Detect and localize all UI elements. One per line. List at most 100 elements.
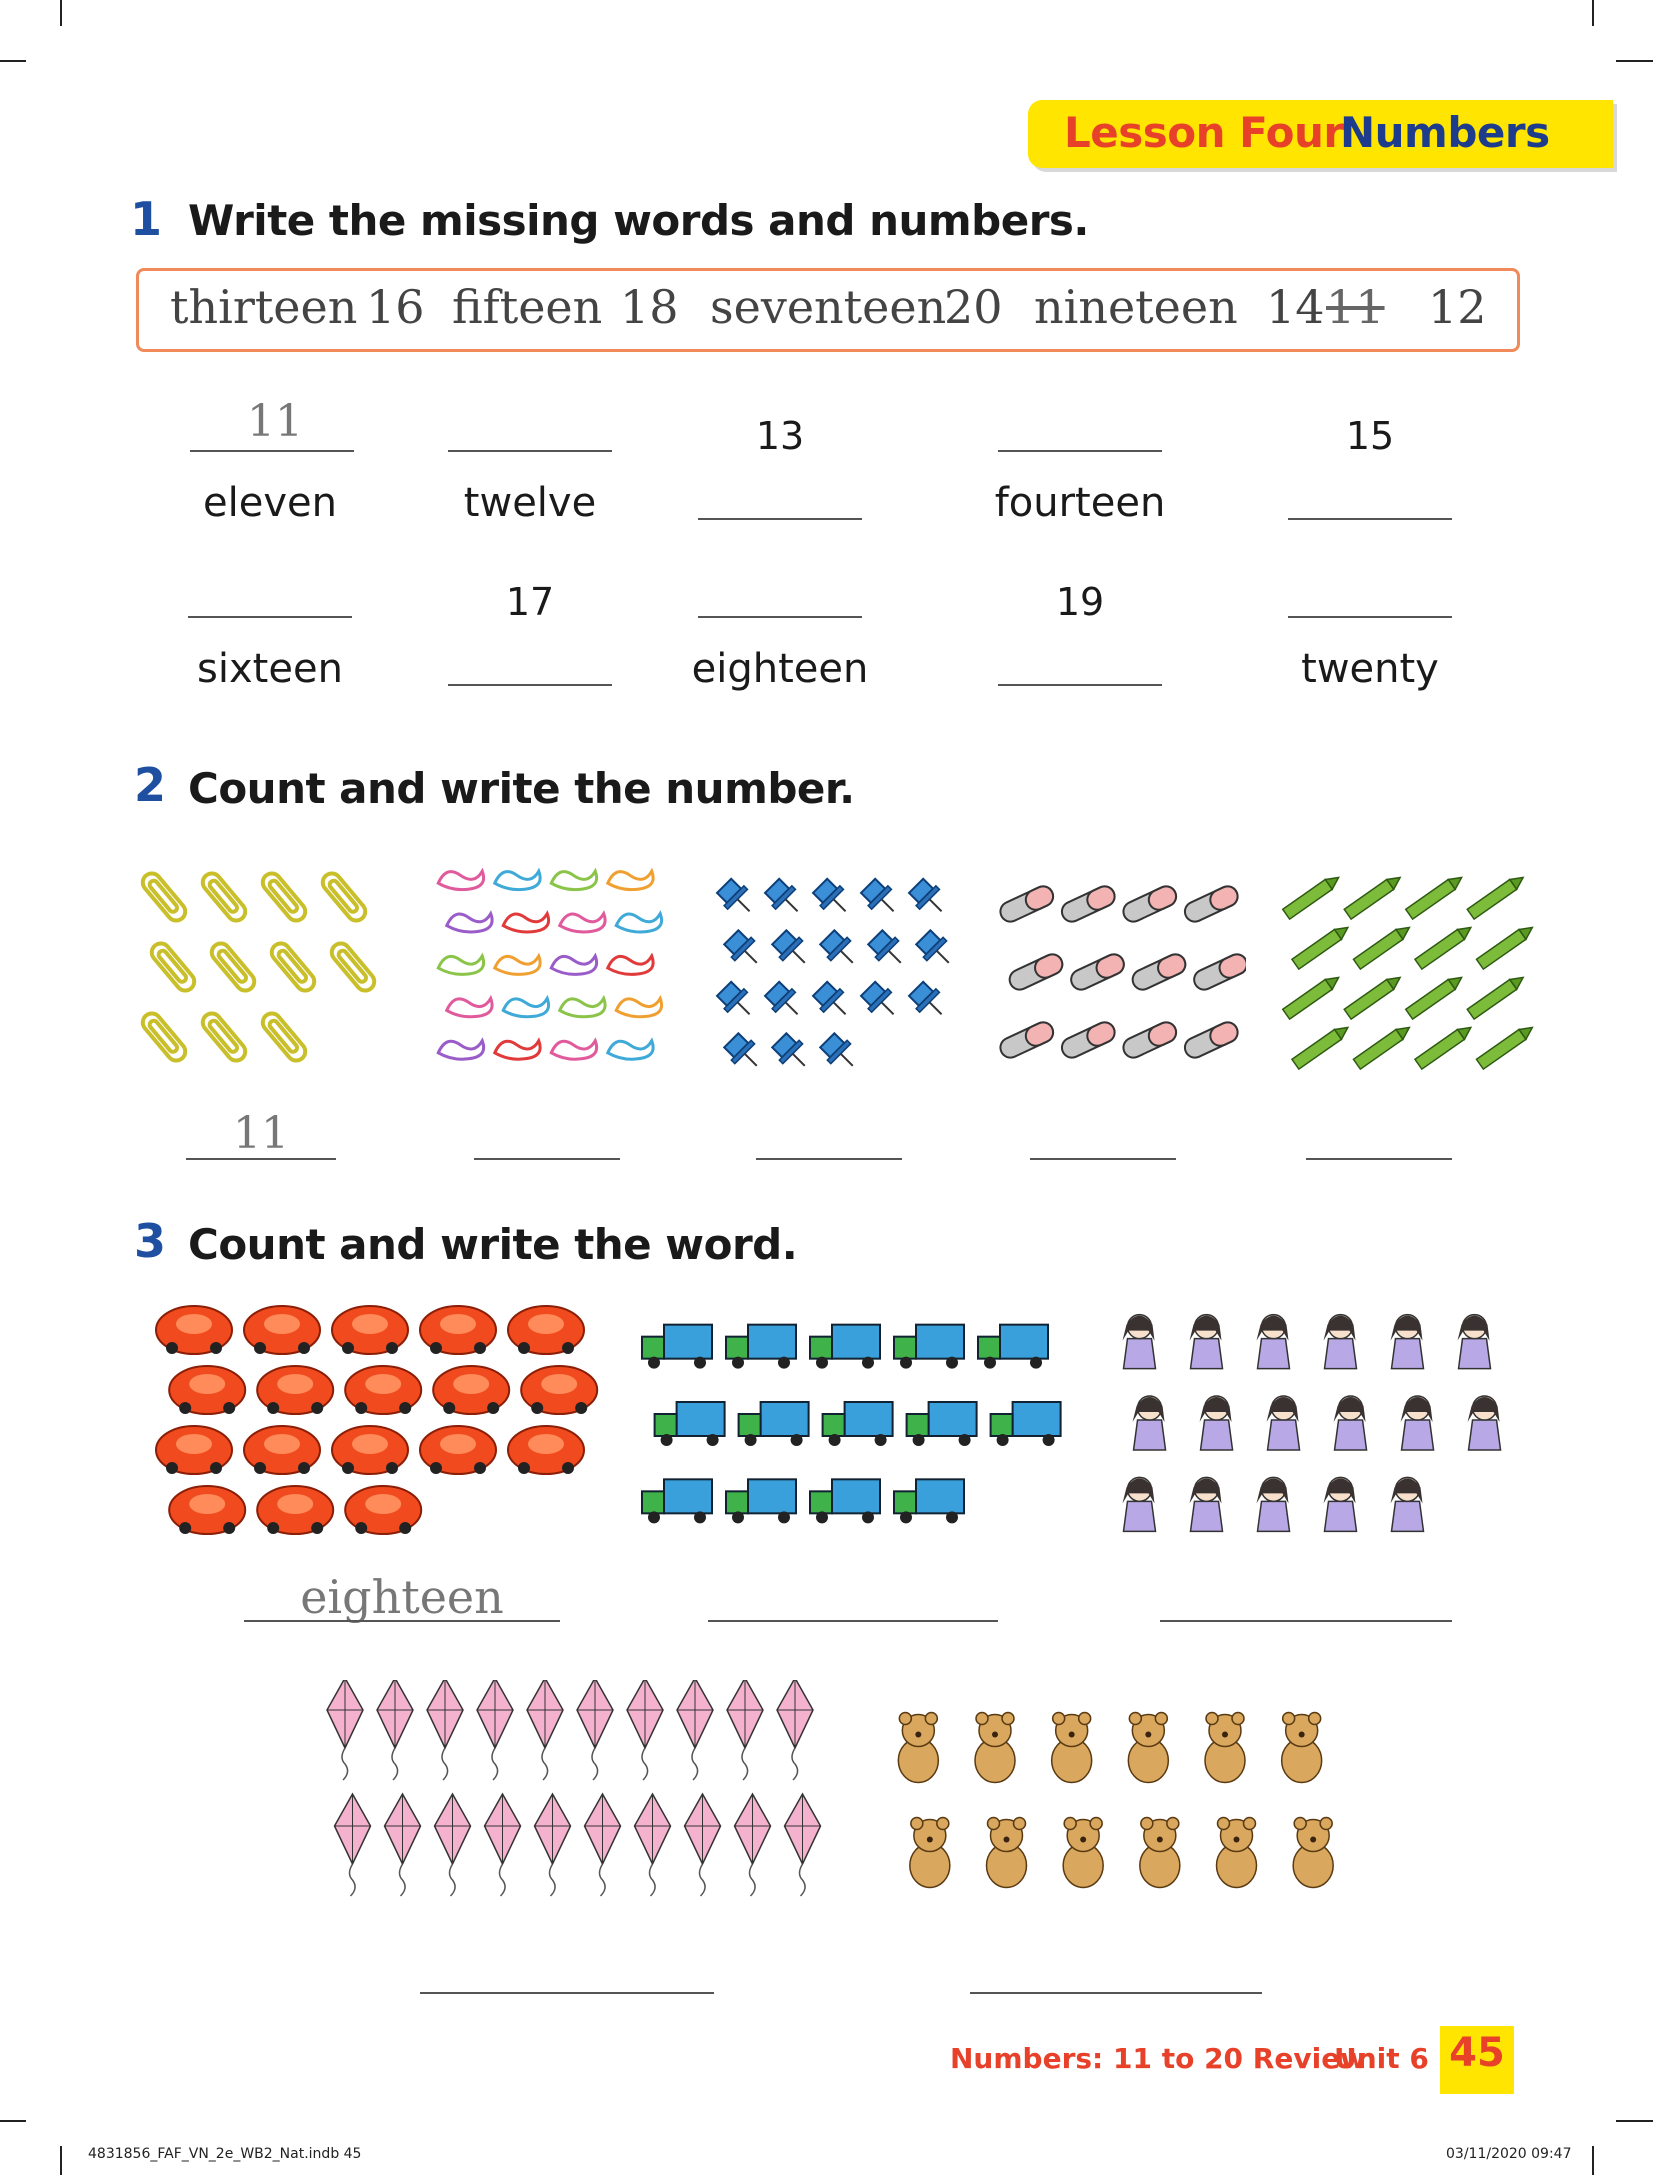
given-word: eighteen xyxy=(691,646,869,692)
eraser-icon-group xyxy=(999,885,1246,1059)
crop-mark xyxy=(60,2146,62,2175)
paperclip-icon xyxy=(140,871,188,923)
kite-icon xyxy=(683,1792,722,1897)
toy-car-icon xyxy=(155,1425,233,1475)
truck-icon xyxy=(641,1478,713,1524)
answer-blank[interactable] xyxy=(1030,1158,1176,1160)
answer-blank[interactable] xyxy=(698,616,862,618)
paperclip-icon xyxy=(260,871,308,923)
toy-car-icon xyxy=(419,1305,497,1355)
rubber-band-icon xyxy=(501,994,551,1019)
kite-icon xyxy=(783,1792,822,1897)
teddy-bear-icon xyxy=(1292,1816,1334,1889)
page-number: 45 xyxy=(1449,2030,1505,2076)
rubber-band-icon xyxy=(549,867,599,892)
print-slug-right: 03/11/2020 09:47 xyxy=(1446,2146,1572,2162)
teddy-bear-icon xyxy=(1127,1711,1170,1784)
toy-car-icon xyxy=(344,1365,423,1415)
doll-icon xyxy=(1189,1313,1224,1370)
answer-blank[interactable] xyxy=(998,450,1162,452)
answer-blank[interactable] xyxy=(698,518,862,520)
answer-blank[interactable] xyxy=(970,1992,1262,1994)
example-answer: eighteen xyxy=(300,1570,504,1624)
crayon-icon xyxy=(1466,876,1525,921)
truck-icon xyxy=(809,1478,881,1524)
kite-icon xyxy=(433,1792,472,1897)
crayon-icon xyxy=(1413,926,1473,971)
answer-blank[interactable] xyxy=(190,450,354,452)
answer-blank[interactable] xyxy=(474,1158,620,1160)
kite-icon xyxy=(626,1680,664,1781)
crayon-icon xyxy=(1290,926,1350,971)
doll-icon-group xyxy=(1122,1313,1502,1533)
paperclip-icon-group xyxy=(140,871,377,1063)
given-number: 13 xyxy=(755,414,805,458)
teddy-bear-icon xyxy=(909,1816,951,1889)
answer-blank[interactable] xyxy=(448,450,612,452)
word-box-item: thirteen xyxy=(170,280,358,334)
toy-car-icon xyxy=(168,1365,247,1415)
eraser-icon xyxy=(1131,953,1187,991)
pushpin-icon xyxy=(907,980,943,1016)
answer-blank[interactable] xyxy=(756,1158,902,1160)
eraser-icon xyxy=(1070,953,1125,991)
teddy-bear-icon xyxy=(1215,1816,1258,1889)
teddy-bear-icon xyxy=(897,1711,1334,1889)
truck-icon xyxy=(641,1323,713,1369)
doll-icon xyxy=(1199,1395,1234,1451)
lesson-banner xyxy=(1028,100,1613,168)
kite-icon xyxy=(533,1792,572,1897)
crayon-icon xyxy=(1466,976,1525,1021)
word-box-item: 18 xyxy=(620,280,679,334)
answer-blank[interactable] xyxy=(708,1620,998,1622)
pushpin-icon xyxy=(770,928,806,964)
given-number: 17 xyxy=(505,580,555,624)
truck-icon xyxy=(725,1323,797,1369)
toy-car-icon xyxy=(256,1365,335,1415)
word-box-item: nineteen xyxy=(1034,280,1238,334)
crop-mark xyxy=(1592,0,1594,26)
given-number: 19 xyxy=(1055,580,1105,624)
rubber-band-icon xyxy=(605,952,655,976)
answer-blank[interactable] xyxy=(1160,1620,1452,1622)
truck-icon-group xyxy=(641,1323,1062,1524)
eraser-icon xyxy=(1193,953,1246,991)
rubber-band-icon xyxy=(605,867,655,892)
crop-mark xyxy=(0,60,26,62)
crayon-icon xyxy=(1343,876,1402,921)
doll-icon xyxy=(1189,1476,1224,1533)
toy-car-icon xyxy=(507,1305,585,1355)
toy-car-icon xyxy=(155,1305,599,1535)
toy-car-icon xyxy=(432,1365,511,1415)
rubber-band-icon xyxy=(436,952,486,976)
answer-blank[interactable] xyxy=(448,684,612,686)
crayon-icon-group xyxy=(1281,876,1534,1071)
crop-mark xyxy=(0,2120,26,2122)
answer-blank[interactable] xyxy=(1306,1158,1452,1160)
page-number-box xyxy=(1440,2026,1514,2094)
answer-blank[interactable] xyxy=(188,616,352,618)
word-box-item: 20 xyxy=(944,280,1003,334)
footer-title: Numbers: 11 to 20 Review xyxy=(950,2042,1367,2075)
toy-car-icon xyxy=(243,1305,321,1355)
crop-mark xyxy=(1616,2120,1653,2122)
example-answer: 11 xyxy=(233,1108,289,1159)
crayon-icon xyxy=(1281,876,1534,1071)
kite-icon xyxy=(776,1680,814,1781)
rubber-band-icon xyxy=(549,952,599,976)
kite-icon xyxy=(376,1680,414,1781)
answer-blank[interactable] xyxy=(186,1158,336,1160)
answer-blank[interactable] xyxy=(420,1992,714,1994)
doll-icon xyxy=(1122,1313,1502,1533)
answer-blank[interactable] xyxy=(998,684,1162,686)
answer-blank[interactable] xyxy=(244,1620,560,1622)
exercise-2-number: 2 xyxy=(134,758,167,812)
crayon-icon xyxy=(1404,876,1463,921)
answer-blank[interactable] xyxy=(1288,518,1452,520)
doll-icon xyxy=(1390,1313,1425,1370)
exercise-2-instruction: Count and write the number. xyxy=(188,764,855,813)
answer-blank[interactable] xyxy=(1288,616,1452,618)
eraser-icon xyxy=(1122,1021,1178,1059)
lesson-topic: Numbers xyxy=(1340,108,1550,157)
kite-icon xyxy=(726,1680,764,1781)
